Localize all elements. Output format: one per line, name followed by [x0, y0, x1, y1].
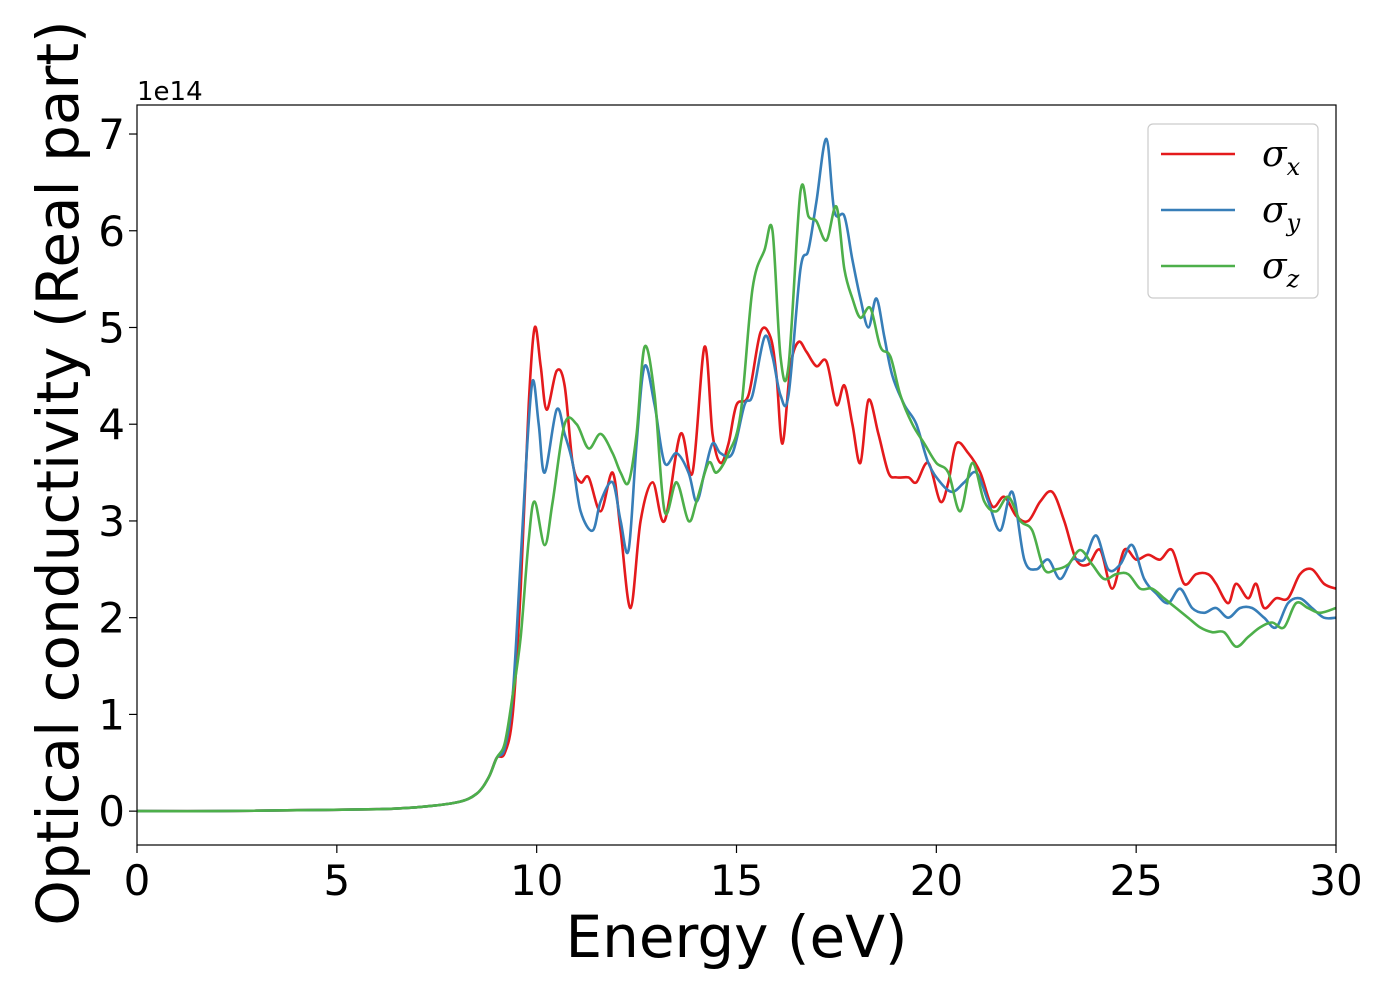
legend: σx σy σz	[1147, 123, 1319, 299]
series-line-z	[137, 183, 1336, 813]
x-tick-label: 0	[124, 856, 151, 905]
x-tick-label: 15	[710, 856, 763, 905]
series-layer	[137, 137, 1336, 813]
y-tick-label: 2	[98, 594, 125, 643]
x-tick-label: 10	[510, 856, 563, 905]
y-axis-title: Optical conductivity (Real part)	[24, 20, 92, 925]
x-axis: 0 5 10 15 20 25 30	[124, 845, 1363, 905]
y-tick-label: 4	[98, 400, 125, 449]
y-tick-label: 1	[98, 690, 125, 739]
y-tick-label: 3	[98, 497, 125, 546]
y-tick-label: 5	[98, 303, 125, 352]
x-tick-label: 5	[323, 856, 350, 905]
x-tick-label: 20	[910, 856, 963, 905]
series-line-x	[137, 325, 1336, 813]
y-tick-label: 0	[98, 787, 125, 836]
y-axis: 0 1 2 3 4 5 6 7	[98, 110, 137, 836]
x-tick-label: 30	[1309, 856, 1362, 905]
x-tick-label: 25	[1109, 856, 1162, 905]
y-offset-label: 1e14	[137, 77, 203, 107]
y-tick-label: 7	[98, 110, 125, 159]
legend-label-z: σz	[1262, 246, 1300, 293]
y-tick-label: 6	[98, 207, 125, 256]
legend-label-y: σy	[1262, 190, 1301, 237]
legend-label-x: σx	[1262, 134, 1301, 181]
x-axis-title: Energy (eV)	[565, 903, 907, 971]
